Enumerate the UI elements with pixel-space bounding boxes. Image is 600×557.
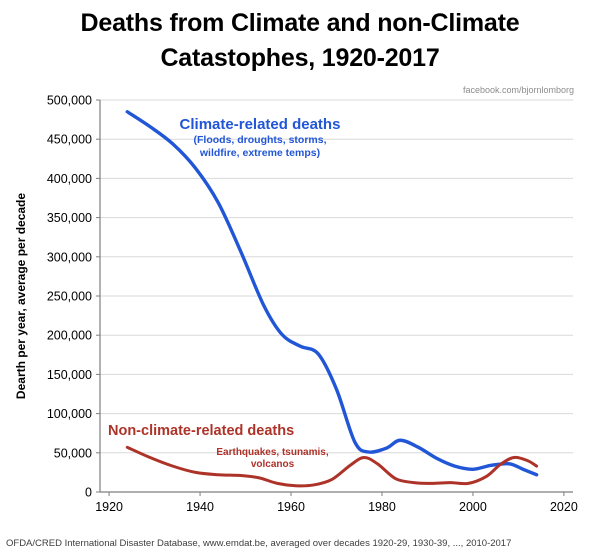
y-axis-tick-label: 400,000 [47,172,92,186]
y-axis-tick-label: 250,000 [47,290,92,304]
source-citation: OFDA/CRED International Disaster Databas… [6,538,512,549]
y-axis-tick-label: 200,000 [47,329,92,343]
x-axis-tick-label: 2000 [459,500,487,514]
climate-series-label-group: Climate-related deaths (Floods, droughts… [150,116,370,160]
x-axis-tick-label: 1980 [368,500,396,514]
y-axis-tick-label: 150,000 [47,368,92,382]
y-axis-tick-label: 300,000 [47,250,92,264]
y-axis-tick-label: 500,000 [47,94,92,108]
non-climate-related-deaths-line [125,445,539,488]
nonclimate-series-label: Non-climate-related deaths [108,423,295,439]
chart-title-line1: Deaths from Climate and non-Climate [80,9,520,37]
climate-series-sublabel-line2: wildfire, extreme temps) [199,147,321,159]
y-axis-tick-label: 50,000 [54,446,92,460]
y-axis-tick-label: 0 [85,486,92,500]
watermark-url: facebook.com/bjornlomborg [462,85,574,95]
x-axis-tick-label: 1920 [95,500,123,514]
nonclimate-series-sublabel-line2: volcanos [250,459,295,470]
chart-title: Deaths from Climate and non-Climate Cata… [0,6,600,76]
climate-series-sublabel-line1: (Floods, droughts, storms, [193,134,327,146]
y-axis-tick-label: 450,000 [47,133,92,147]
nonclimate-series-sublabels: Earthquakes, tsunamis, volcanos [170,447,375,471]
x-axis-tick-label: 1960 [277,500,305,514]
climate-series-label: Climate-related deaths [179,116,341,133]
nonclimate-series-sublabel-line1: Earthquakes, tsunamis, [216,447,329,458]
x-axis-tick-label: 2020 [550,500,578,514]
y-axis-tick-label: 350,000 [47,211,92,225]
chart-title-line2: Catastophes, 1920-2017 [160,44,440,72]
climate-related-deaths-line [125,110,539,477]
y-axis-tick-label: 100,000 [47,407,92,421]
x-axis-tick-label: 1940 [186,500,214,514]
